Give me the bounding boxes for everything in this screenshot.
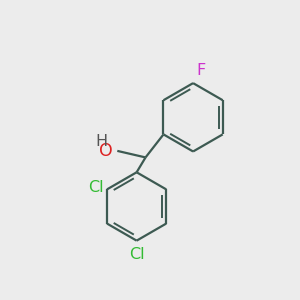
Text: O: O [99, 142, 113, 160]
Text: Cl: Cl [129, 247, 144, 262]
Text: H: H [95, 134, 107, 149]
Text: F: F [197, 63, 206, 78]
Text: Cl: Cl [88, 179, 103, 194]
